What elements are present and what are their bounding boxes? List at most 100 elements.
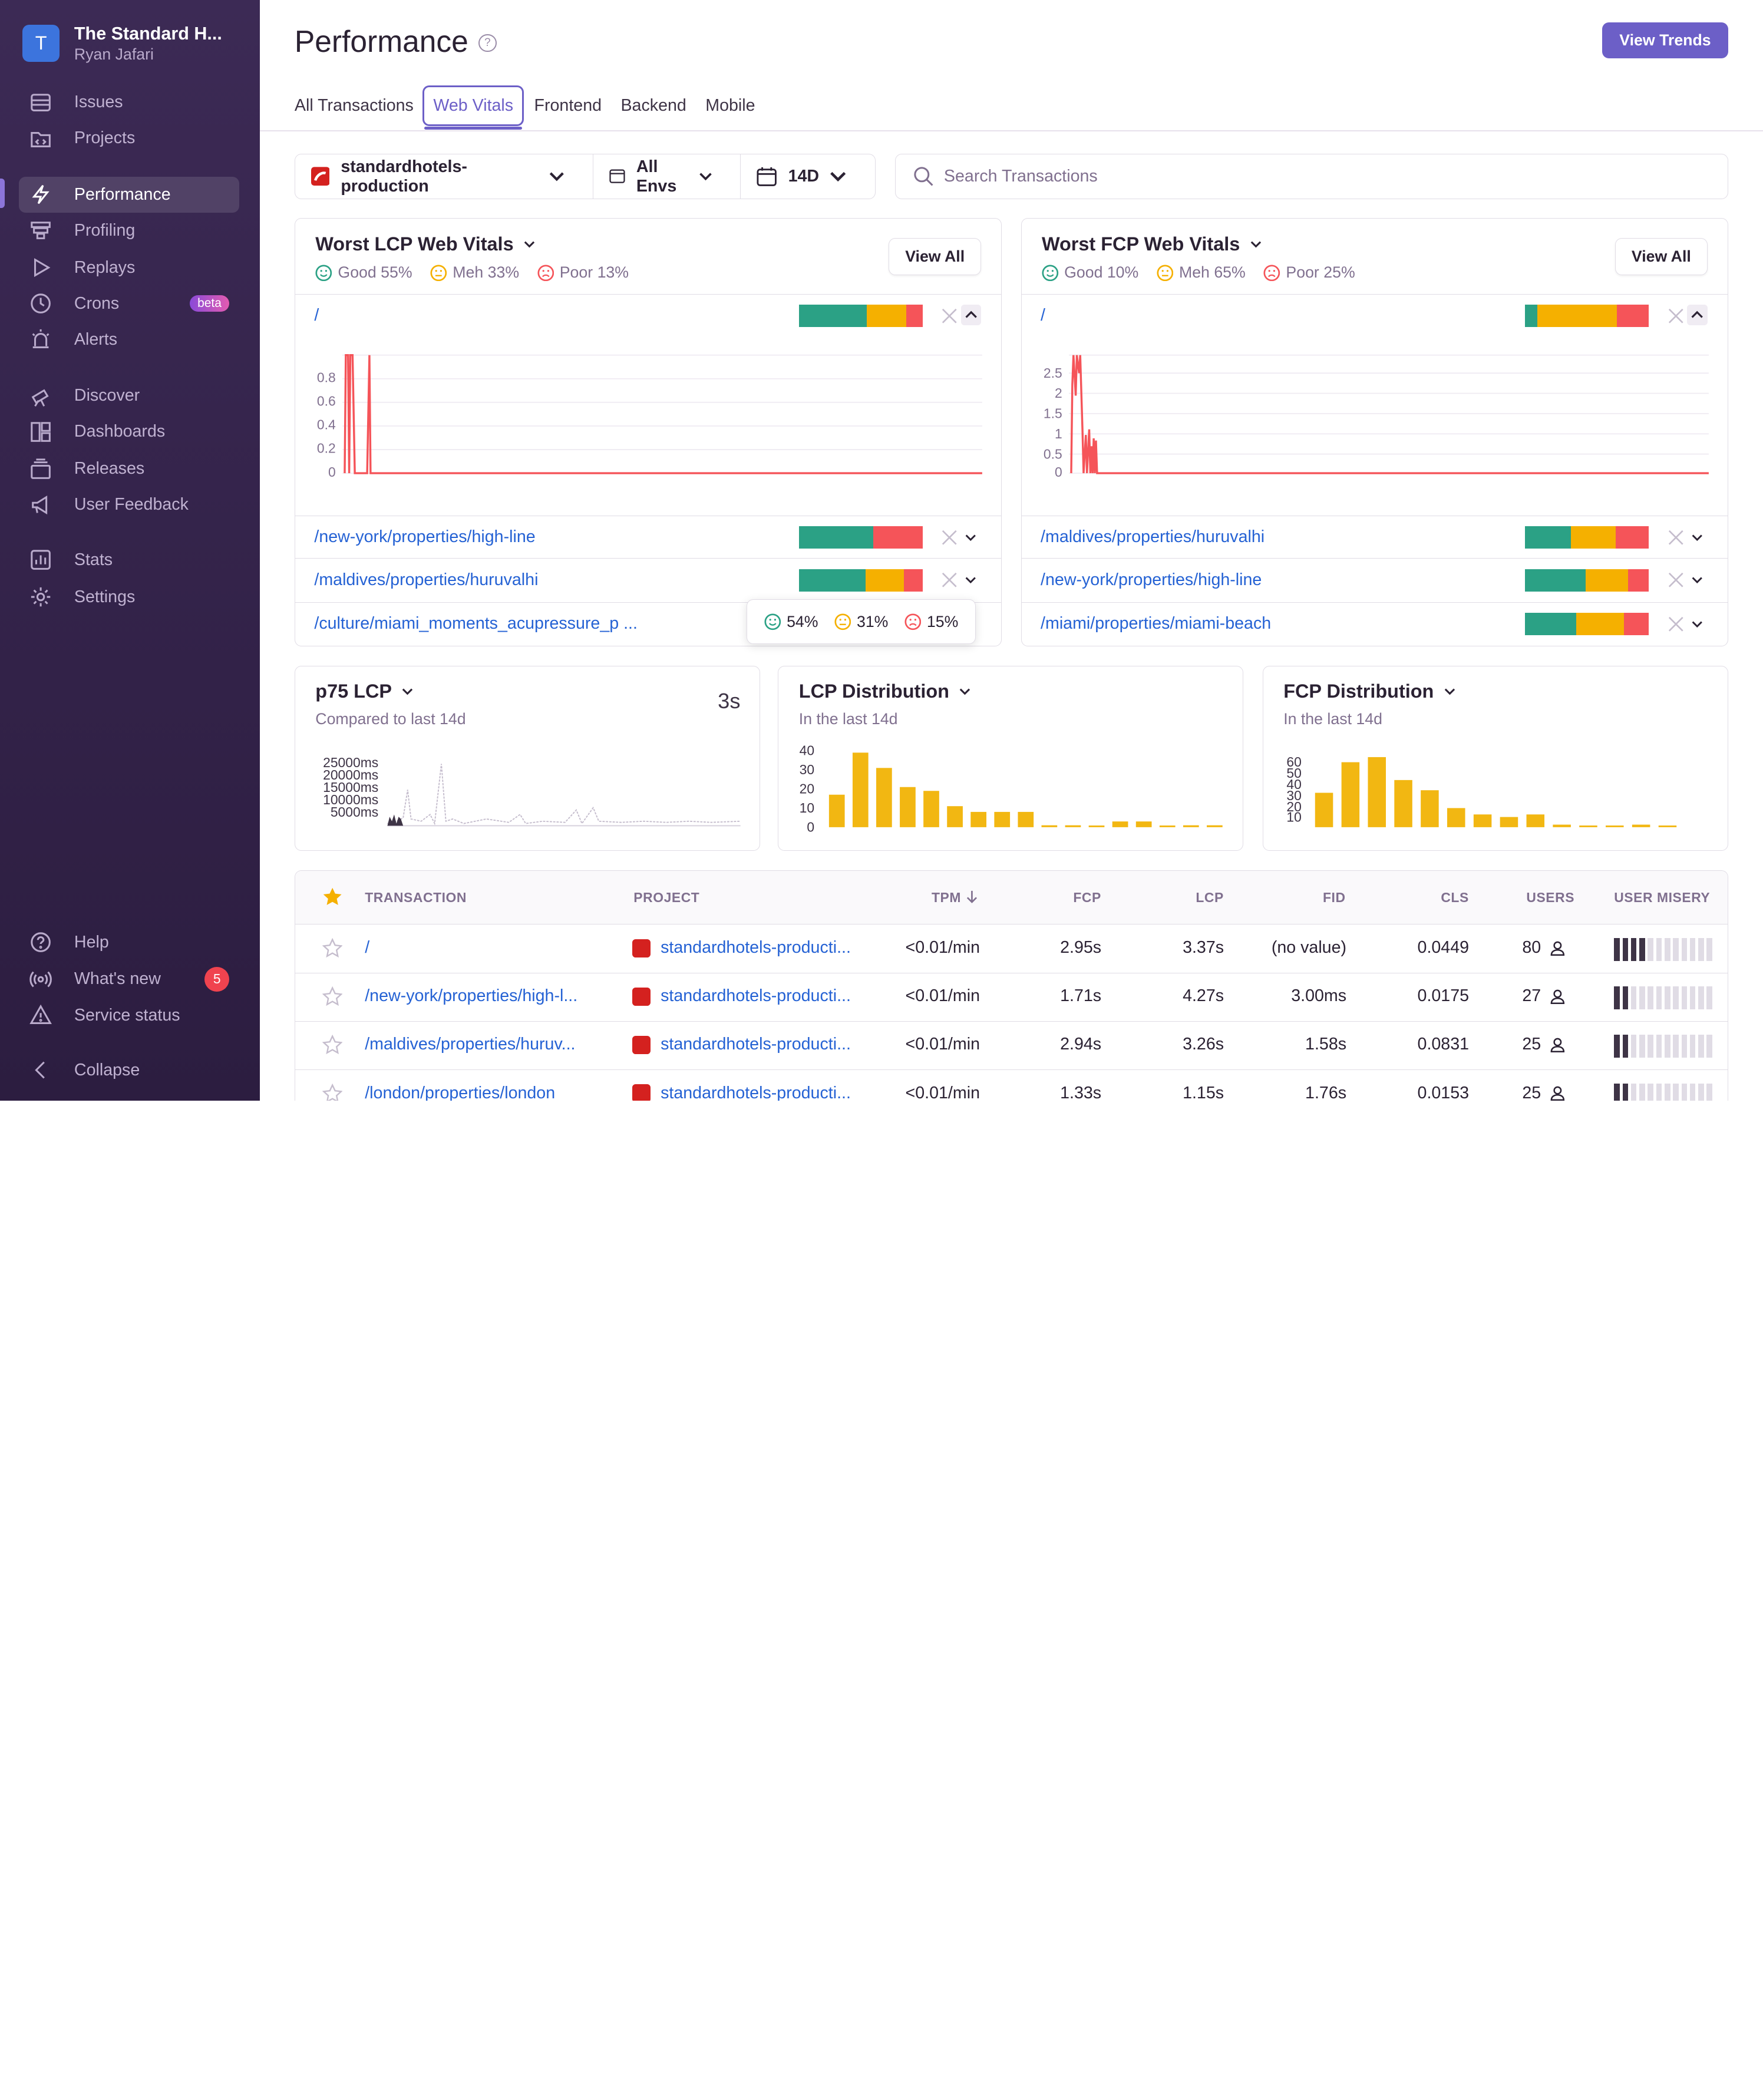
distribution-bar[interactable]: [1579, 825, 1597, 827]
vital-score-bar[interactable]: [798, 305, 923, 328]
distribution-bar[interactable]: [1553, 824, 1571, 827]
user-misery-bar[interactable]: [1614, 986, 1715, 1009]
lcp-panel-title[interactable]: Worst LCP Web Vitals: [315, 233, 536, 255]
fcp-panel-title[interactable]: Worst FCP Web Vitals: [1042, 233, 1262, 255]
fcp-row-link[interactable]: /new-york/properties/high-line: [1041, 570, 1262, 589]
distribution-bar[interactable]: [1632, 824, 1650, 827]
sidebar-item-discover[interactable]: Discover: [19, 378, 239, 414]
chevron-down-icon[interactable]: [1688, 571, 1706, 589]
sidebar-item-profiling[interactable]: Profiling: [19, 213, 239, 249]
close-icon[interactable]: [1667, 615, 1685, 633]
distribution-bar[interactable]: [1447, 808, 1465, 827]
col-fcp[interactable]: FCP: [1073, 890, 1101, 906]
fcp-row-link[interactable]: /maldives/properties/huruvalhi: [1041, 527, 1265, 546]
chevron-down-icon[interactable]: [1688, 529, 1706, 547]
sidebar-item-issues[interactable]: Issues: [19, 84, 239, 120]
close-icon[interactable]: [940, 529, 959, 547]
lcp-row-link[interactable]: /: [314, 306, 319, 325]
col-transaction[interactable]: TRANSACTION: [365, 890, 467, 906]
distribution-bar[interactable]: [1500, 817, 1518, 827]
sidebar-item-user-feedback[interactable]: User Feedback: [19, 487, 239, 523]
fcp-dist-title[interactable]: FCP Distribution: [1283, 681, 1456, 702]
distribution-bar[interactable]: [876, 767, 893, 827]
help-icon[interactable]: ?: [478, 34, 497, 52]
distribution-bar[interactable]: [1368, 757, 1386, 827]
distribution-bar[interactable]: [947, 805, 963, 827]
lcp-row[interactable]: /new-york/properties/high-line: [295, 515, 1002, 559]
distribution-bar[interactable]: [970, 811, 987, 827]
distribution-bar[interactable]: [1089, 825, 1105, 827]
tab-backend[interactable]: Backend: [620, 95, 686, 115]
sidebar-item-crons[interactable]: Crons beta: [19, 286, 239, 322]
chevron-up-icon[interactable]: [1687, 305, 1708, 325]
star-outline-icon[interactable]: [322, 938, 343, 958]
vital-score-bar[interactable]: [1525, 526, 1649, 549]
vital-score-bar[interactable]: [1525, 305, 1649, 328]
sidebar-item-service-status[interactable]: Service status: [19, 998, 239, 1034]
project-link[interactable]: standardhotels-producti...: [661, 938, 851, 957]
vital-score-bar[interactable]: [1525, 613, 1649, 636]
user-misery-bar[interactable]: [1614, 1083, 1715, 1101]
project-link[interactable]: standardhotels-producti...: [661, 1083, 851, 1101]
org-switcher[interactable]: T The Standard H... Ryan Jafari: [22, 22, 222, 64]
col-users[interactable]: USERS: [1526, 890, 1575, 906]
view-trends-button[interactable]: View Trends: [1602, 22, 1728, 59]
lcp-view-all-button[interactable]: View All: [889, 237, 981, 275]
search-transactions-input[interactable]: Search Transactions: [894, 154, 1728, 199]
chevron-down-icon[interactable]: [962, 571, 980, 589]
chevron-down-icon[interactable]: [1688, 615, 1706, 633]
fcp-row[interactable]: /miami/properties/miami-beach: [1021, 602, 1728, 646]
vital-score-bar[interactable]: [1525, 569, 1649, 592]
star-filled-icon[interactable]: [322, 887, 342, 907]
sidebar-item-stats[interactable]: Stats: [19, 542, 239, 578]
col-lcp[interactable]: LCP: [1196, 890, 1224, 906]
fcp-row-link[interactable]: /miami/properties/miami-beach: [1041, 613, 1272, 633]
distribution-bar[interactable]: [1065, 825, 1081, 827]
star-outline-icon[interactable]: [322, 986, 343, 1006]
close-icon[interactable]: [1667, 307, 1685, 325]
distribution-bar[interactable]: [1421, 790, 1439, 827]
date-range-selector[interactable]: 14D: [741, 154, 875, 198]
sidebar-item-settings[interactable]: Settings: [19, 579, 239, 615]
lcp-row[interactable]: /maldives/properties/huruvalhi: [295, 558, 1002, 602]
transaction-link[interactable]: /london/properties/london: [365, 1083, 556, 1101]
distribution-bar[interactable]: [853, 752, 869, 827]
project-link[interactable]: standardhotels-producti...: [661, 1035, 851, 1054]
distribution-bar[interactable]: [1112, 821, 1128, 827]
star-outline-icon[interactable]: [322, 1083, 343, 1101]
sidebar-item-releases[interactable]: Releases: [19, 451, 239, 487]
tab-all-transactions[interactable]: All Transactions: [294, 95, 414, 115]
distribution-bar[interactable]: [1207, 825, 1223, 827]
lcp-row[interactable]: /culture/miami_moments_acupressure_p ...: [295, 602, 1002, 646]
user-misery-bar[interactable]: [1614, 1035, 1715, 1058]
transaction-link[interactable]: /: [365, 938, 370, 957]
distribution-bar[interactable]: [1605, 825, 1624, 827]
project-link[interactable]: standardhotels-producti...: [661, 986, 851, 1006]
lcp-row-expanded[interactable]: / 0.8 0.6 0.4 0.2 0: [295, 294, 1002, 516]
col-fid[interactable]: FID: [1322, 890, 1346, 906]
environment-selector[interactable]: All Envs: [593, 154, 741, 199]
close-icon[interactable]: [940, 307, 959, 325]
sidebar-item-performance[interactable]: Performance: [19, 176, 240, 213]
vital-score-bar[interactable]: [798, 526, 923, 549]
p75-title[interactable]: p75 LCP: [315, 681, 414, 702]
distribution-bar[interactable]: [1041, 825, 1058, 827]
sidebar-collapse-button[interactable]: Collapse: [19, 1052, 239, 1088]
star-outline-icon[interactable]: [322, 1035, 343, 1055]
sidebar-item-dashboards[interactable]: Dashboards: [19, 414, 239, 450]
distribution-bar[interactable]: [1394, 780, 1412, 827]
fcp-row-expanded[interactable]: / 2.5 2 1.5 1 0.5 0: [1021, 294, 1728, 516]
distribution-bar[interactable]: [1315, 793, 1333, 827]
col-cls[interactable]: CLS: [1441, 890, 1469, 906]
tab-frontend[interactable]: Frontend: [534, 95, 602, 115]
distribution-bar[interactable]: [1473, 814, 1492, 827]
col-tpm[interactable]: TPM: [932, 890, 979, 906]
lcp-row-link[interactable]: /maldives/properties/huruvalhi: [314, 570, 539, 589]
sidebar-item-whats-new[interactable]: What's new 5: [19, 961, 239, 997]
vital-score-bar[interactable]: [798, 569, 923, 592]
distribution-bar[interactable]: [994, 811, 1011, 827]
project-selector[interactable]: standardhotels-production: [295, 154, 594, 199]
distribution-bar[interactable]: [1136, 821, 1152, 827]
fcp-row[interactable]: /maldives/properties/huruvalhi: [1021, 515, 1728, 559]
chevron-up-icon[interactable]: [960, 305, 981, 325]
